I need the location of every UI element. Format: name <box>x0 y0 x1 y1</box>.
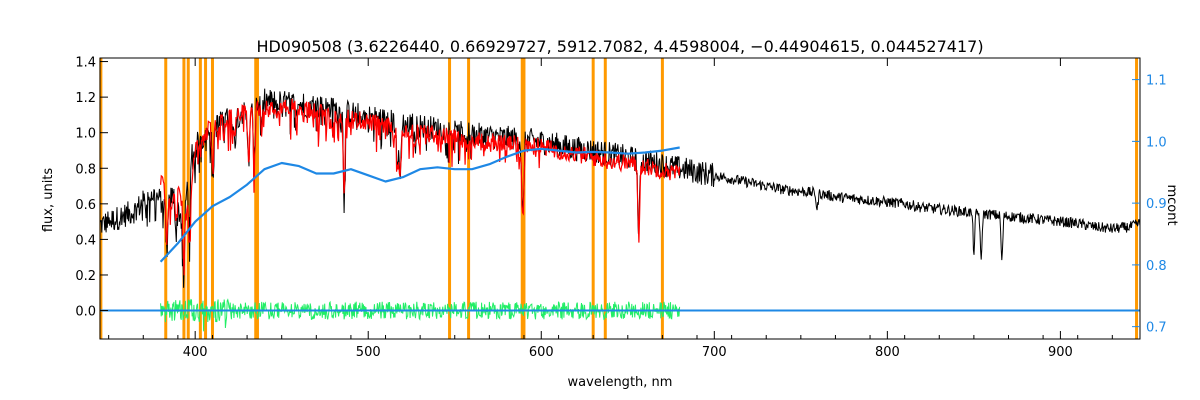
y2-tick-label-1: 0.8 <box>1146 259 1167 274</box>
y-axis-right: 0.7 0.8 0.9 1.0 1.1 <box>1132 74 1167 336</box>
y-tick-label-4: 0.8 <box>75 162 96 177</box>
observed-line <box>99 88 1141 288</box>
model-spectrum <box>160 98 681 276</box>
plot-frame <box>99 57 1141 340</box>
y2-axis-title: mcont <box>1164 184 1179 225</box>
y-tick-label-1: 0.2 <box>75 269 96 284</box>
x-axis-title: wavelength, nm <box>568 375 673 390</box>
continuum-line <box>159 146 680 263</box>
x-tick-label-0: 400 <box>183 345 208 360</box>
x-tick-label-4: 800 <box>875 345 900 360</box>
y-tick-label-2: 0.4 <box>75 233 96 248</box>
x-tick-label-1: 500 <box>356 345 381 360</box>
y-tick-label-0: 0.0 <box>75 305 96 320</box>
continuum-curve <box>159 146 680 263</box>
y2-tick-label-4: 1.1 <box>1146 74 1167 89</box>
x-tick-label-5: 900 <box>1048 345 1073 360</box>
y-axis-title: flux, units <box>41 168 56 233</box>
y-axis-left: 0.0 0.2 0.4 0.6 0.8 1.0 1.2 1.4 <box>75 56 108 320</box>
y-tick-label-5: 1.0 <box>75 127 96 142</box>
y2-tick-label-3: 1.0 <box>1146 135 1167 150</box>
x-tick-label-3: 700 <box>702 345 727 360</box>
y2-tick-label-2: 0.9 <box>1146 197 1167 212</box>
y-tick-label-3: 0.6 <box>75 198 96 213</box>
chart-title: HD090508 (3.6226440, 0.66929727, 5912.70… <box>256 37 983 56</box>
model-line <box>160 98 681 276</box>
y2-tick-label-0: 0.7 <box>1146 321 1167 336</box>
y-tick-label-7: 1.4 <box>75 56 96 71</box>
residual-line <box>160 298 681 332</box>
residual-spectrum <box>160 298 681 332</box>
x-tick-label-2: 600 <box>529 345 554 360</box>
y-tick-label-6: 1.2 <box>75 91 96 106</box>
x-axis: 400 500 600 700 800 900 <box>108 58 1113 360</box>
observed-spectrum <box>99 88 1141 288</box>
